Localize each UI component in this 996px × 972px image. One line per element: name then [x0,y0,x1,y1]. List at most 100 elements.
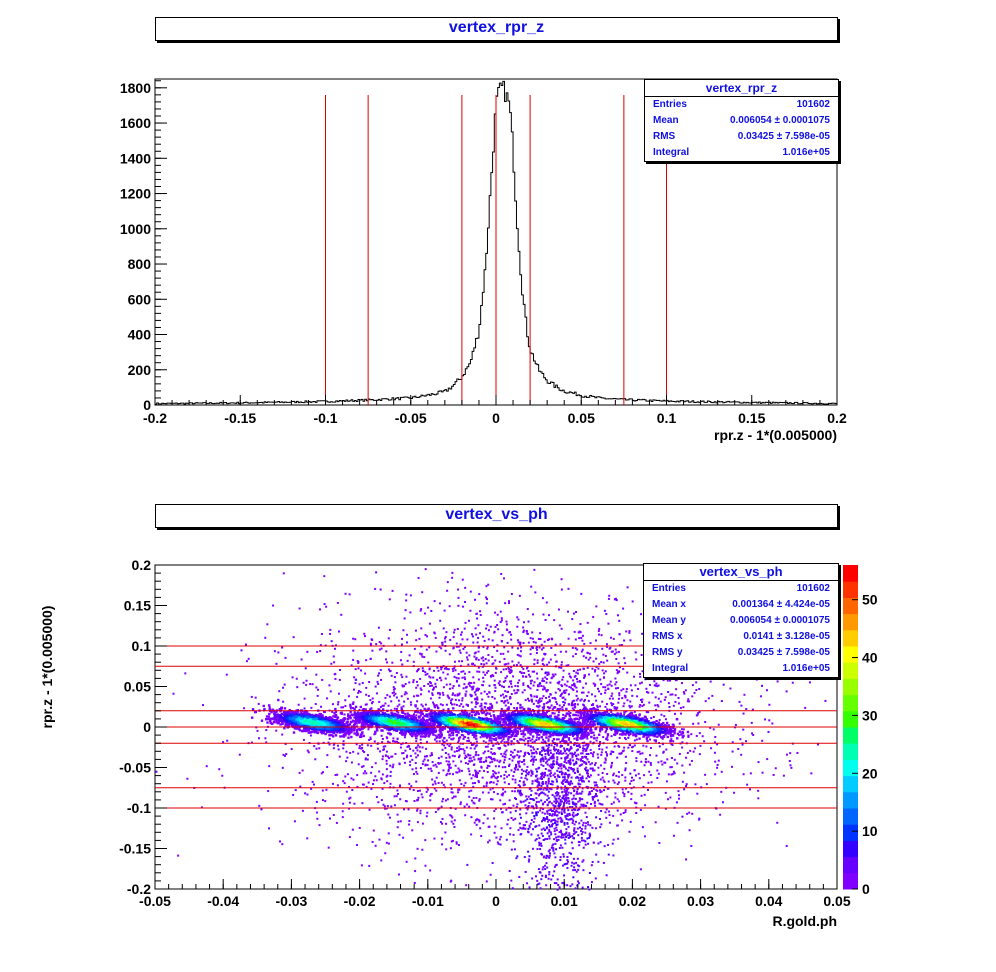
heatmap-cell [551,780,554,783]
heatmap-cell [458,704,461,707]
heatmap-cell [444,752,447,755]
heatmap-cell [461,699,464,702]
heatmap-cell [559,765,562,768]
heatmap-cell [416,789,419,792]
heatmap-cell [582,747,585,750]
heatmap-cell [445,822,448,825]
heatmap-cell [471,782,474,785]
heatmap-cell [398,833,401,836]
heatmap-cell [597,756,600,759]
heatmap-cell [566,822,569,825]
heatmap-cell [553,706,556,709]
heatmap-cell [388,598,391,601]
heatmap-cell [555,809,558,812]
heatmap-cell [489,715,492,718]
heatmap-cell [598,662,601,665]
heatmap-cell [525,820,528,823]
heatmap-cell [520,665,523,668]
heatmap-cell [434,706,437,709]
heatmap-cell [567,743,570,746]
heatmap-cell [574,797,577,800]
heatmap-cell [467,767,470,770]
heatmap-cell [542,788,545,791]
heatmap-cell [538,753,541,756]
heatmap-cell [655,754,658,757]
heatmap-cell [551,824,554,827]
heatmap-cell [517,760,520,763]
heatmap-cell [495,667,498,670]
heatmap-cell [546,794,549,797]
heatmap-cell [493,817,496,820]
heatmap-cell [586,694,589,697]
heatmap-cell [356,695,359,698]
heatmap-cell [434,727,437,730]
heatmap-cell [378,770,381,773]
heatmap-cell [578,786,581,789]
heatmap-cell [486,645,489,648]
heatmap-cell [489,674,492,677]
heatmap-cell [475,740,478,743]
heatmap-cell [457,588,460,591]
heatmap-cell [464,678,467,681]
heatmap-cell [517,681,520,684]
heatmap-cell [648,701,651,704]
heatmap-cell [594,762,597,765]
heatmap-cell [519,808,522,811]
heatmap-cell [605,703,608,706]
heatmap-cell [409,701,412,704]
stats-value: 101602 [796,99,830,110]
heatmap-cell [479,610,482,613]
heatmap-cell [453,755,456,758]
heatmap-cell [587,886,590,889]
heatmap-cell [508,763,511,766]
heatmap-cell [443,744,446,747]
heatmap-cell [643,764,646,767]
heatmap-cell [671,693,674,696]
heatmap-cell [489,873,492,876]
heatmap-cell [512,756,515,759]
heatmap-cell [557,711,560,714]
heatmap-cell [435,737,438,740]
heatmap-cell [541,597,544,600]
heatmap-cell [458,788,461,791]
heatmap-cell [648,770,651,773]
heatmap-cell [567,587,570,590]
heatmap-cell [281,646,284,649]
heatmap-cell [516,706,519,709]
heatmap-cell [586,747,589,750]
heatmap-cell [567,754,570,757]
heatmap-cell [581,824,584,827]
heatmap-cell [550,744,553,747]
heatmap-cell [626,586,629,589]
heatmap-cell [616,706,619,709]
heatmap-cell [588,832,591,835]
heatmap-cell [579,783,582,786]
heatmap-cell [336,601,339,604]
heatmap-cell [519,750,522,753]
heatmap-cell [465,690,468,693]
heatmap-cell [501,718,504,721]
heatmap-cell [496,613,499,616]
heatmap-cell [264,636,267,639]
heatmap-cell [522,760,525,763]
heatmap-cell [418,637,421,640]
heatmap-cell [527,806,530,809]
heatmap-cell [516,653,519,656]
heatmap-cell [675,679,678,682]
heatmap-cell [357,667,360,670]
heatmap-cell [566,789,569,792]
heatmap-cell [485,671,488,674]
heatmap-cell [531,631,534,634]
heatmap-cell [518,760,521,763]
heatmap-cell [475,698,478,701]
heatmap-cell [384,658,387,661]
heatmap-cell [568,783,571,786]
heatmap-cell [662,679,665,682]
heatmap-cell [282,572,285,575]
heatmap-cell [437,782,440,785]
heatmap-cell [560,666,563,669]
heatmap-cell [541,746,544,749]
heatmap-cell [731,741,734,744]
heatmap-cell [590,789,593,792]
heatmap-cell [344,775,347,778]
